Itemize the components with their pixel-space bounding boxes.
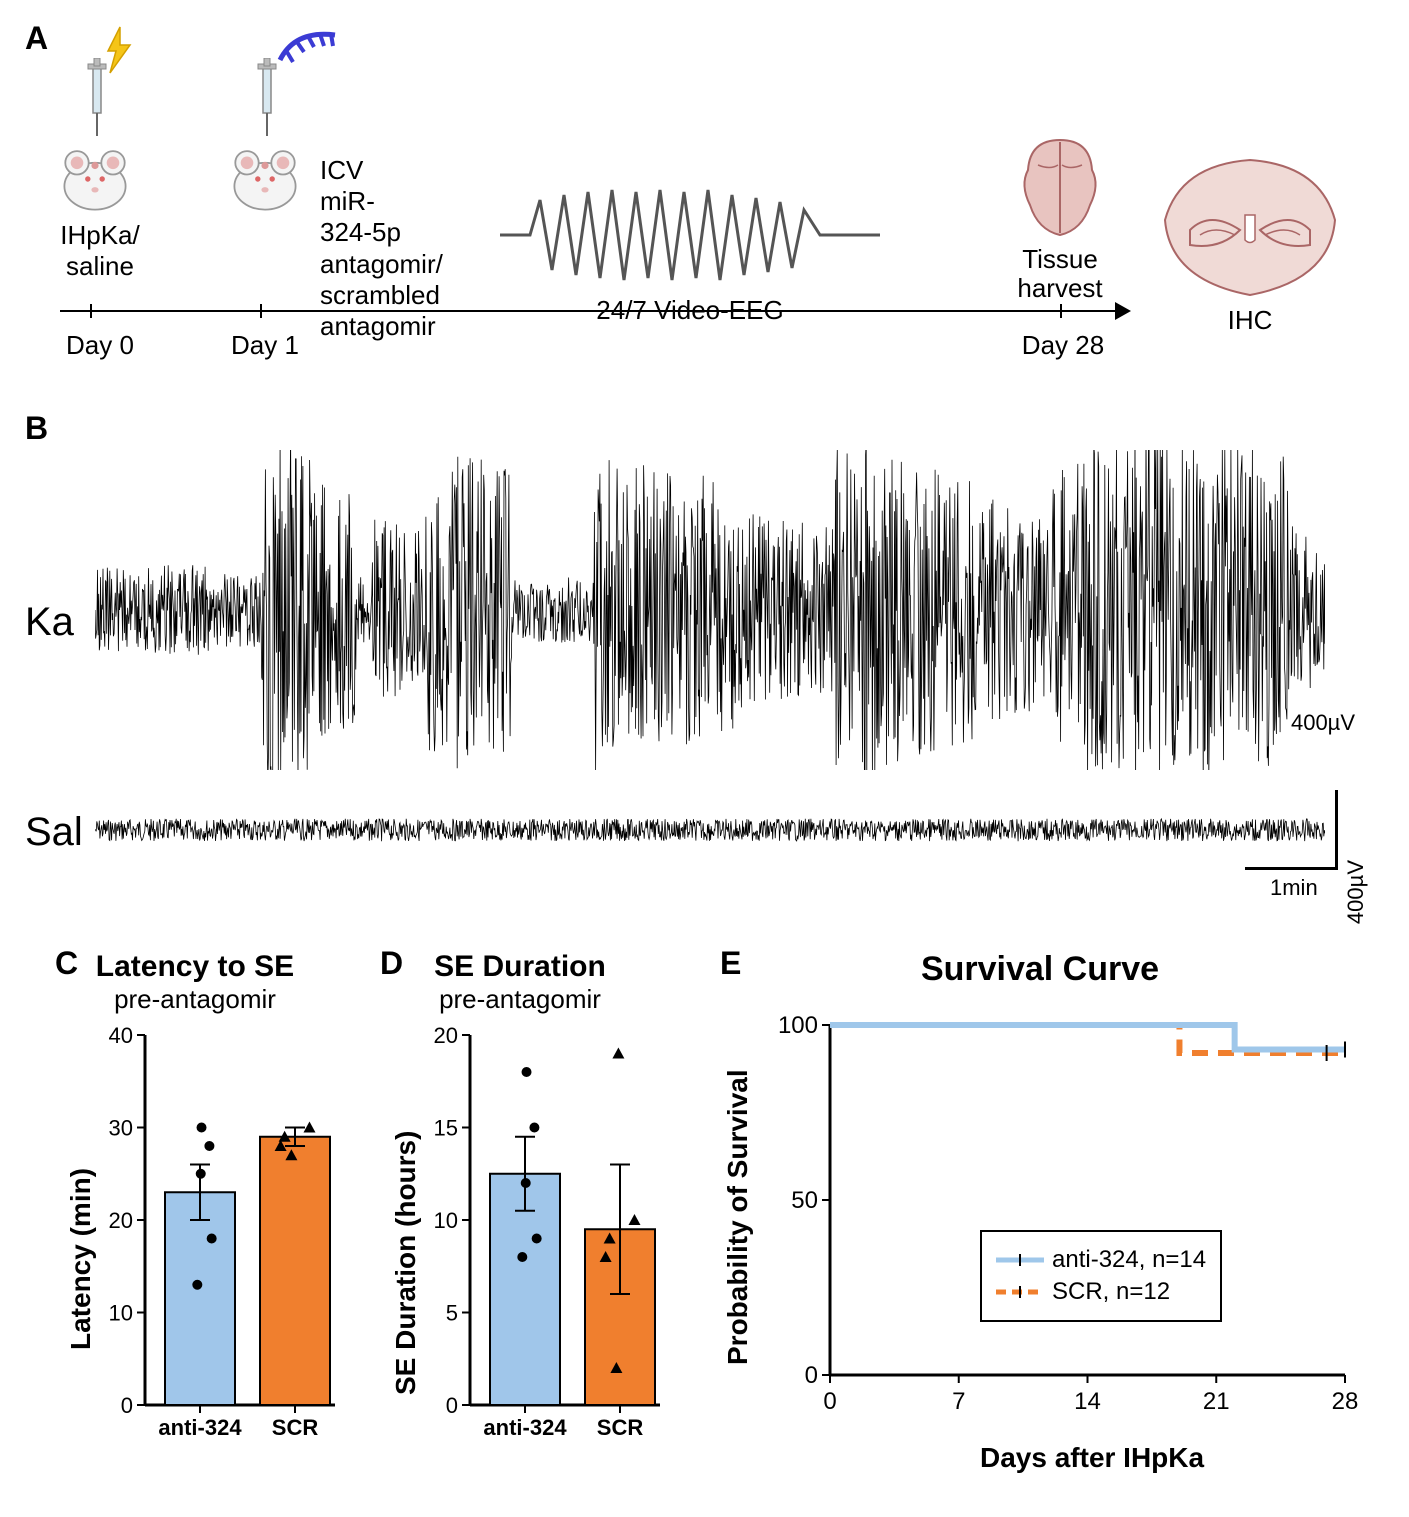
svg-text:0: 0 — [805, 1362, 818, 1389]
svg-text:21: 21 — [1203, 1388, 1230, 1415]
eeg-caption: 24/7 Video-EEG — [560, 295, 820, 326]
eeg-traces: Ka Sal 400µV 400µV 1min — [25, 440, 1385, 900]
svg-text:20: 20 — [434, 1025, 458, 1048]
panel-a-label: A — [25, 20, 48, 57]
svg-text:15: 15 — [434, 1116, 458, 1141]
cap0-l1: IHpKa/ — [60, 220, 140, 250]
svg-text:SCR: SCR — [597, 1415, 644, 1440]
label-day0: Day 0 — [40, 330, 160, 361]
c-plot: 0 10 20 30 40 anti-324 SCR — [105, 1025, 345, 1455]
timeline-arrowhead — [1115, 302, 1131, 320]
e-xlabel: Days after IHpKa — [980, 1442, 1204, 1474]
tissue-l1: Tissue — [1022, 244, 1098, 274]
ka-trace — [95, 450, 1325, 770]
scale-y-label: 400µV — [1345, 715, 1371, 795]
svg-text:0: 0 — [823, 1388, 836, 1415]
tick-day0 — [90, 304, 92, 318]
cap0-l2: saline — [66, 251, 134, 281]
eeg-waveform-icon — [500, 180, 880, 290]
c-subtitle: pre-antagomir — [45, 984, 345, 1015]
svg-text:7: 7 — [952, 1388, 965, 1415]
antagomir-icon — [275, 20, 355, 80]
svg-text:10: 10 — [109, 1301, 133, 1326]
svg-text:10: 10 — [434, 1208, 458, 1233]
lightning-icon — [100, 25, 136, 75]
svg-text:14: 14 — [1074, 1388, 1101, 1415]
svg-text:SCR: SCR — [272, 1415, 319, 1440]
e-ylabel: Probability of Survival — [722, 1069, 754, 1365]
scale-bar-x — [1245, 867, 1338, 870]
c-title: Latency to SE — [45, 950, 345, 984]
svg-text:0: 0 — [121, 1393, 133, 1418]
tick-day28 — [1060, 304, 1062, 318]
survival-chart: Survival Curve Probability of Survival 0… — [700, 950, 1380, 1490]
ihc-label: IHC — [1200, 305, 1300, 336]
brain-section-icon — [1150, 150, 1350, 300]
c-ylabel: Latency (min) — [65, 1168, 97, 1350]
latency-chart: Latency to SE pre-antagomir Latency (min… — [45, 950, 345, 1470]
d-subtitle: pre-antagomir — [370, 984, 670, 1015]
ka-label: Ka — [25, 600, 74, 645]
e-title: Survival Curve — [700, 950, 1380, 989]
scale-bar-y — [1335, 790, 1338, 868]
timeline: Day 0 Day 1 Day 28 IHpKa/ saline — [60, 30, 1360, 410]
d-plot: 0 5 10 15 20 anti-324 SCR — [430, 1025, 670, 1455]
duration-chart: SE Duration pre-antagomir SE Duration (h… — [370, 950, 670, 1470]
sal-label: Sal — [25, 810, 83, 855]
label-day28: Day 28 — [1003, 330, 1123, 361]
svg-text:28: 28 — [1332, 1388, 1359, 1415]
tissue-l2: harvest — [1017, 273, 1102, 303]
scale-y-text: 400µV — [1343, 860, 1369, 924]
cap1-l1: ICV miR-324-5p — [320, 155, 401, 247]
legend-anti: anti-324, n=14 — [996, 1246, 1206, 1274]
svg-text:30: 30 — [109, 1116, 133, 1141]
d-ylabel: SE Duration (hours) — [390, 1131, 422, 1395]
sal-trace — [95, 790, 1325, 870]
brain-icon — [1010, 130, 1110, 240]
svg-text:50: 50 — [791, 1187, 818, 1214]
svg-text:40: 40 — [109, 1025, 133, 1048]
svg-text:anti-324: anti-324 — [158, 1415, 242, 1440]
svg-text:0: 0 — [446, 1393, 458, 1418]
legend: anti-324, n=14 SCR, n=12 — [980, 1230, 1222, 1322]
cap1-l4: antagomir — [320, 311, 436, 341]
mouse-icon-day0 — [50, 125, 140, 215]
svg-text:20: 20 — [109, 1208, 133, 1233]
legend-scr: SCR, n=12 — [996, 1278, 1206, 1306]
scale-x-text: 1min — [1270, 875, 1318, 901]
e-plot: 0 50 100 0 7 14 21 28 — [775, 1005, 1365, 1435]
svg-text:5: 5 — [446, 1301, 458, 1326]
svg-text:100: 100 — [778, 1012, 818, 1039]
d-title: SE Duration — [370, 950, 670, 984]
cap1-l2: antagomir/ — [320, 249, 443, 279]
cap1-l3: scrambled — [320, 280, 440, 310]
svg-text:anti-324: anti-324 — [483, 1415, 567, 1440]
